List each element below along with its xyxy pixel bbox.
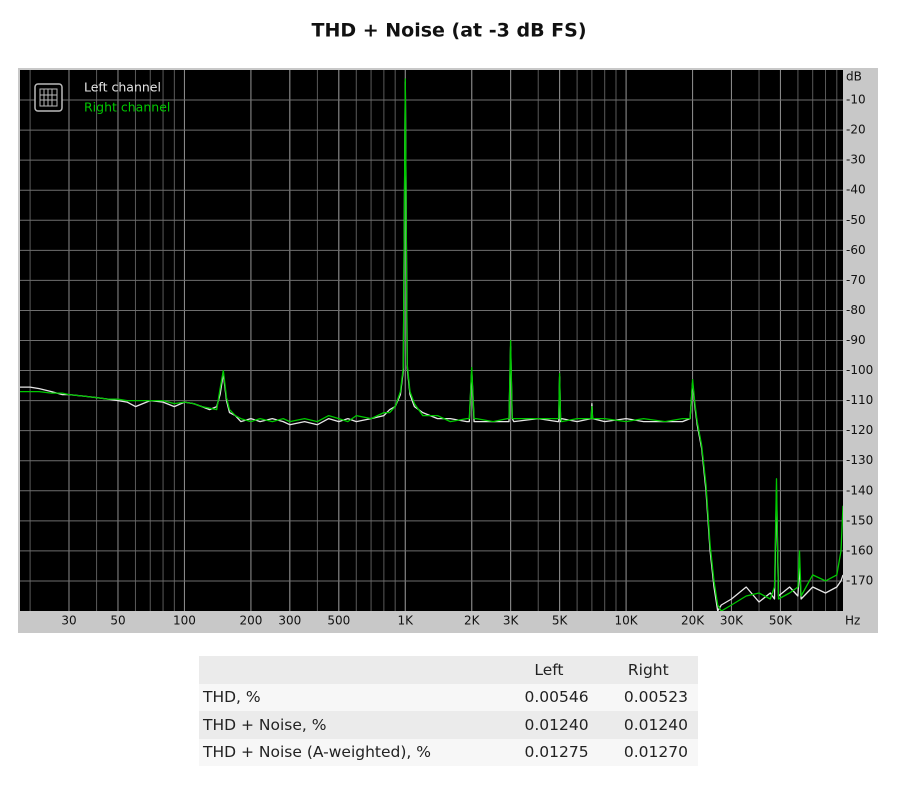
y-tick-label: -110: [846, 393, 873, 407]
y-tick-label: -20: [846, 123, 866, 137]
series-line: [20, 78, 843, 611]
header-cell: [199, 656, 499, 684]
y-tick-label: -160: [846, 543, 873, 557]
x-tick-label: 30K: [720, 614, 744, 628]
table-cell: 0.00546: [524, 688, 589, 707]
y-tick-label: -60: [846, 243, 866, 257]
results-table: Left Right THD, % 0.00546 0.00523 THD + Nois…: [199, 656, 698, 766]
x-tick-label: 30: [61, 614, 76, 628]
y-tick-label: -70: [846, 273, 866, 287]
x-tick-label: 2K: [464, 614, 481, 628]
x-tick-label: 5K: [552, 614, 569, 628]
header-cell: Right: [627, 660, 669, 679]
legend-label: Left channel: [84, 80, 161, 95]
x-tick-label: 100: [173, 614, 196, 628]
table-cell: 0.01240: [623, 715, 688, 734]
table-cell: THD, %: [203, 688, 261, 707]
y-tick-label: -140: [846, 483, 873, 497]
y-tick-label: -40: [846, 183, 866, 197]
x-tick-label: 50K: [769, 614, 793, 628]
y-tick-label: -100: [846, 363, 873, 377]
y-tick-label: -90: [846, 333, 866, 347]
y-tick-label: -10: [846, 93, 866, 107]
legend-label: Right channel: [84, 100, 170, 115]
y-axis-label: dB: [846, 70, 862, 84]
x-tick-label: 3K: [503, 614, 520, 628]
table-cell: THD + Noise (A-weighted), %: [203, 743, 431, 762]
x-tick-label: 20K: [681, 614, 705, 628]
table-row: THD + Noise, % 0.01240 0.01240: [199, 711, 698, 739]
x-tick-label: 10K: [615, 614, 639, 628]
header-cell: Left: [534, 660, 564, 679]
y-tick-label: -30: [846, 153, 866, 167]
legend-icon-grid: [39, 88, 58, 107]
x-tick-label: 200: [239, 614, 262, 628]
table-cell: 0.00523: [623, 688, 688, 707]
grid: [20, 70, 843, 611]
y-tick-label: -120: [846, 423, 873, 437]
table-cell: 0.01275: [524, 743, 589, 762]
table-header: Left Right: [199, 656, 698, 684]
y-tick-label: -80: [846, 303, 866, 317]
legend: [34, 83, 63, 112]
table-row: THD + Noise (A-weighted), % 0.01275 0.0127…: [199, 738, 698, 766]
chart-title: THD + Noise (at -3 dB FS): [311, 20, 586, 42]
table-row: THD, % 0.00546 0.00523: [199, 683, 698, 711]
y-tick-label: -130: [846, 453, 873, 467]
y-tick-label: -50: [846, 213, 866, 227]
x-tick-label: 1K: [398, 614, 415, 628]
table-cell: 0.01270: [623, 743, 688, 762]
x-tick-label: 50: [110, 614, 125, 628]
x-tick-label: 300: [278, 614, 301, 628]
chart: THD + Noise (at -3 dB FS) dB Hz 30 50 100 2…: [18, 20, 878, 633]
y-tick-label: -170: [846, 573, 873, 587]
table-cell: 0.01240: [524, 715, 589, 734]
table-cell: THD + Noise, %: [203, 715, 327, 734]
series-lines: [20, 78, 843, 611]
x-axis-label: Hz: [845, 614, 860, 628]
x-tick-label: 500: [327, 614, 350, 628]
y-tick-label: -150: [846, 513, 873, 527]
